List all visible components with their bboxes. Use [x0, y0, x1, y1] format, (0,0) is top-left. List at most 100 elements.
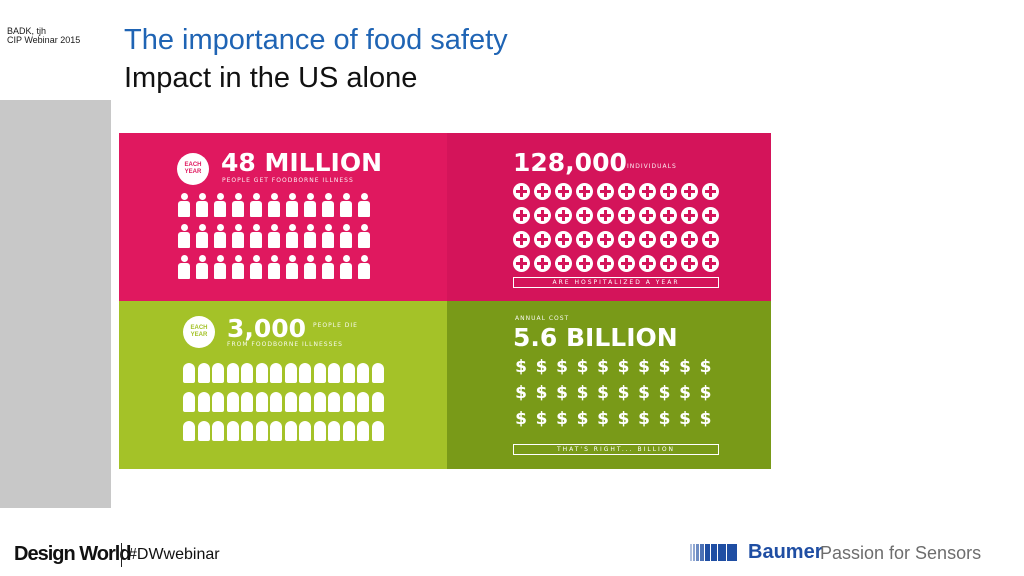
person-icon: [321, 255, 335, 280]
person-icon: [339, 255, 353, 280]
medical-cross-icon: [555, 183, 572, 200]
medical-cross-icon: [639, 231, 656, 248]
coffin-icon: [313, 363, 326, 383]
dollar-sign-icon: $: [535, 409, 548, 429]
person-icon: [195, 255, 209, 280]
person-icon: [231, 255, 245, 280]
dollar-sign-icon: $: [597, 409, 609, 429]
medical-cross-icon: [639, 183, 656, 200]
coffin-icon: [226, 363, 239, 383]
person-icon: [303, 193, 317, 218]
coffin-icon: [342, 363, 355, 383]
dollar-sign-icon: $: [576, 409, 589, 429]
baumer-logo-icon: [690, 544, 744, 561]
dollar-sign-icon: $: [617, 409, 630, 429]
dollar-sign-icon: $: [515, 383, 527, 403]
cost-headline: 5.6 BILLION: [513, 323, 678, 352]
medical-cross-icon: [660, 255, 677, 272]
person-icon: [357, 193, 371, 218]
coffin-icon: [183, 363, 195, 383]
coffin-icon: [212, 392, 224, 412]
dollar-sign-icon: $: [679, 409, 691, 429]
person-icon: [177, 255, 191, 280]
person-icon: [195, 193, 209, 218]
medical-cross-icon: [618, 255, 635, 272]
person-icon: [321, 193, 335, 218]
person-icon: [321, 224, 335, 249]
coffin-icon: [255, 421, 268, 441]
slide-meta: BADK, tjh CIP Webinar 2015: [7, 27, 80, 45]
medical-cross-icon: [534, 255, 551, 272]
coffin-icon: [270, 392, 282, 412]
coffin-icon: [328, 363, 340, 383]
dollar-sign-icon: $: [658, 409, 671, 429]
person-icon: [213, 193, 227, 218]
dollar-sign-icon: $: [556, 357, 568, 377]
coffin-icon: [255, 363, 268, 383]
coffin-icon: [299, 421, 311, 441]
coffin-icon: [197, 421, 210, 441]
medical-cross-icon: [555, 255, 572, 272]
person-icon: [177, 224, 191, 249]
medical-cross-icon: [513, 255, 530, 272]
medical-cross-icon: [639, 255, 656, 272]
coffin-icon: [270, 363, 282, 383]
medical-cross-icon: [702, 255, 719, 272]
coffin-icon: [284, 421, 297, 441]
webinar-hashtag: #DWwebinar: [128, 546, 220, 563]
coffin-icon: [313, 421, 326, 441]
hospitalized-panel: 128,000 INDIVIDUALS ARE HOSPITALIZED A Y…: [447, 133, 771, 301]
dollar-sign-icon: $: [617, 383, 630, 403]
medical-cross-icon: [618, 231, 635, 248]
medical-cross-icon: [576, 231, 593, 248]
person-icon: [231, 224, 245, 249]
coffin-icon: [197, 392, 210, 412]
medical-cross-icon: [534, 207, 551, 224]
medical-cross-icon: [597, 207, 614, 224]
coffin-icon-grid: [183, 363, 386, 441]
coffin-icon: [241, 421, 253, 441]
deaths-panel: EACH YEAR 3,000 PEOPLE DIE FROM FOODBORN…: [119, 301, 447, 469]
coffin-icon: [197, 363, 210, 383]
person-icon: [285, 224, 299, 249]
medical-cross-icon: [702, 231, 719, 248]
dollar-sign-icon: $: [597, 357, 609, 377]
coffin-icon: [226, 392, 239, 412]
dollar-sign-icon: $: [576, 357, 589, 377]
medical-cross-icon: [555, 231, 572, 248]
medical-cross-icon-grid: [513, 183, 723, 272]
illness-headline: 48 MILLION: [221, 148, 383, 177]
dollar-sign-icon: $: [576, 383, 589, 403]
coffin-icon: [313, 392, 326, 412]
coffin-icon: [357, 392, 369, 412]
meta-author: BADK, tjh: [7, 26, 47, 36]
medical-cross-icon: [513, 183, 530, 200]
person-icon: [357, 255, 371, 280]
person-icon: [249, 255, 263, 280]
coffin-icon: [357, 363, 369, 383]
dollar-sign-icon: $: [515, 357, 527, 377]
dollar-sign-icon: $: [679, 383, 691, 403]
coffin-icon: [183, 421, 195, 441]
medical-cross-icon: [618, 183, 635, 200]
dollar-sign-icon: $: [699, 409, 712, 429]
coffin-icon: [328, 392, 340, 412]
medical-cross-icon: [660, 231, 677, 248]
medical-cross-icon: [597, 255, 614, 272]
medical-cross-icon: [576, 255, 593, 272]
design-world-logo: Design World: [14, 543, 132, 565]
medical-cross-icon: [597, 183, 614, 200]
medical-cross-icon: [681, 207, 698, 224]
dollar-sign-icon: $: [617, 357, 630, 377]
medical-cross-icon: [534, 183, 551, 200]
coffin-icon: [241, 363, 253, 383]
coffin-icon: [371, 421, 384, 441]
person-icon-grid: [177, 193, 375, 280]
food-safety-infographic: EACH YEAR 48 MILLION PEOPLE GET FOODBORN…: [119, 133, 771, 469]
dollar-sign-icon: $: [679, 357, 691, 377]
person-icon: [231, 193, 245, 218]
medical-cross-icon: [639, 207, 656, 224]
meta-event: CIP Webinar 2015: [7, 35, 81, 45]
coffin-icon: [212, 363, 224, 383]
medical-cross-icon: [618, 207, 635, 224]
